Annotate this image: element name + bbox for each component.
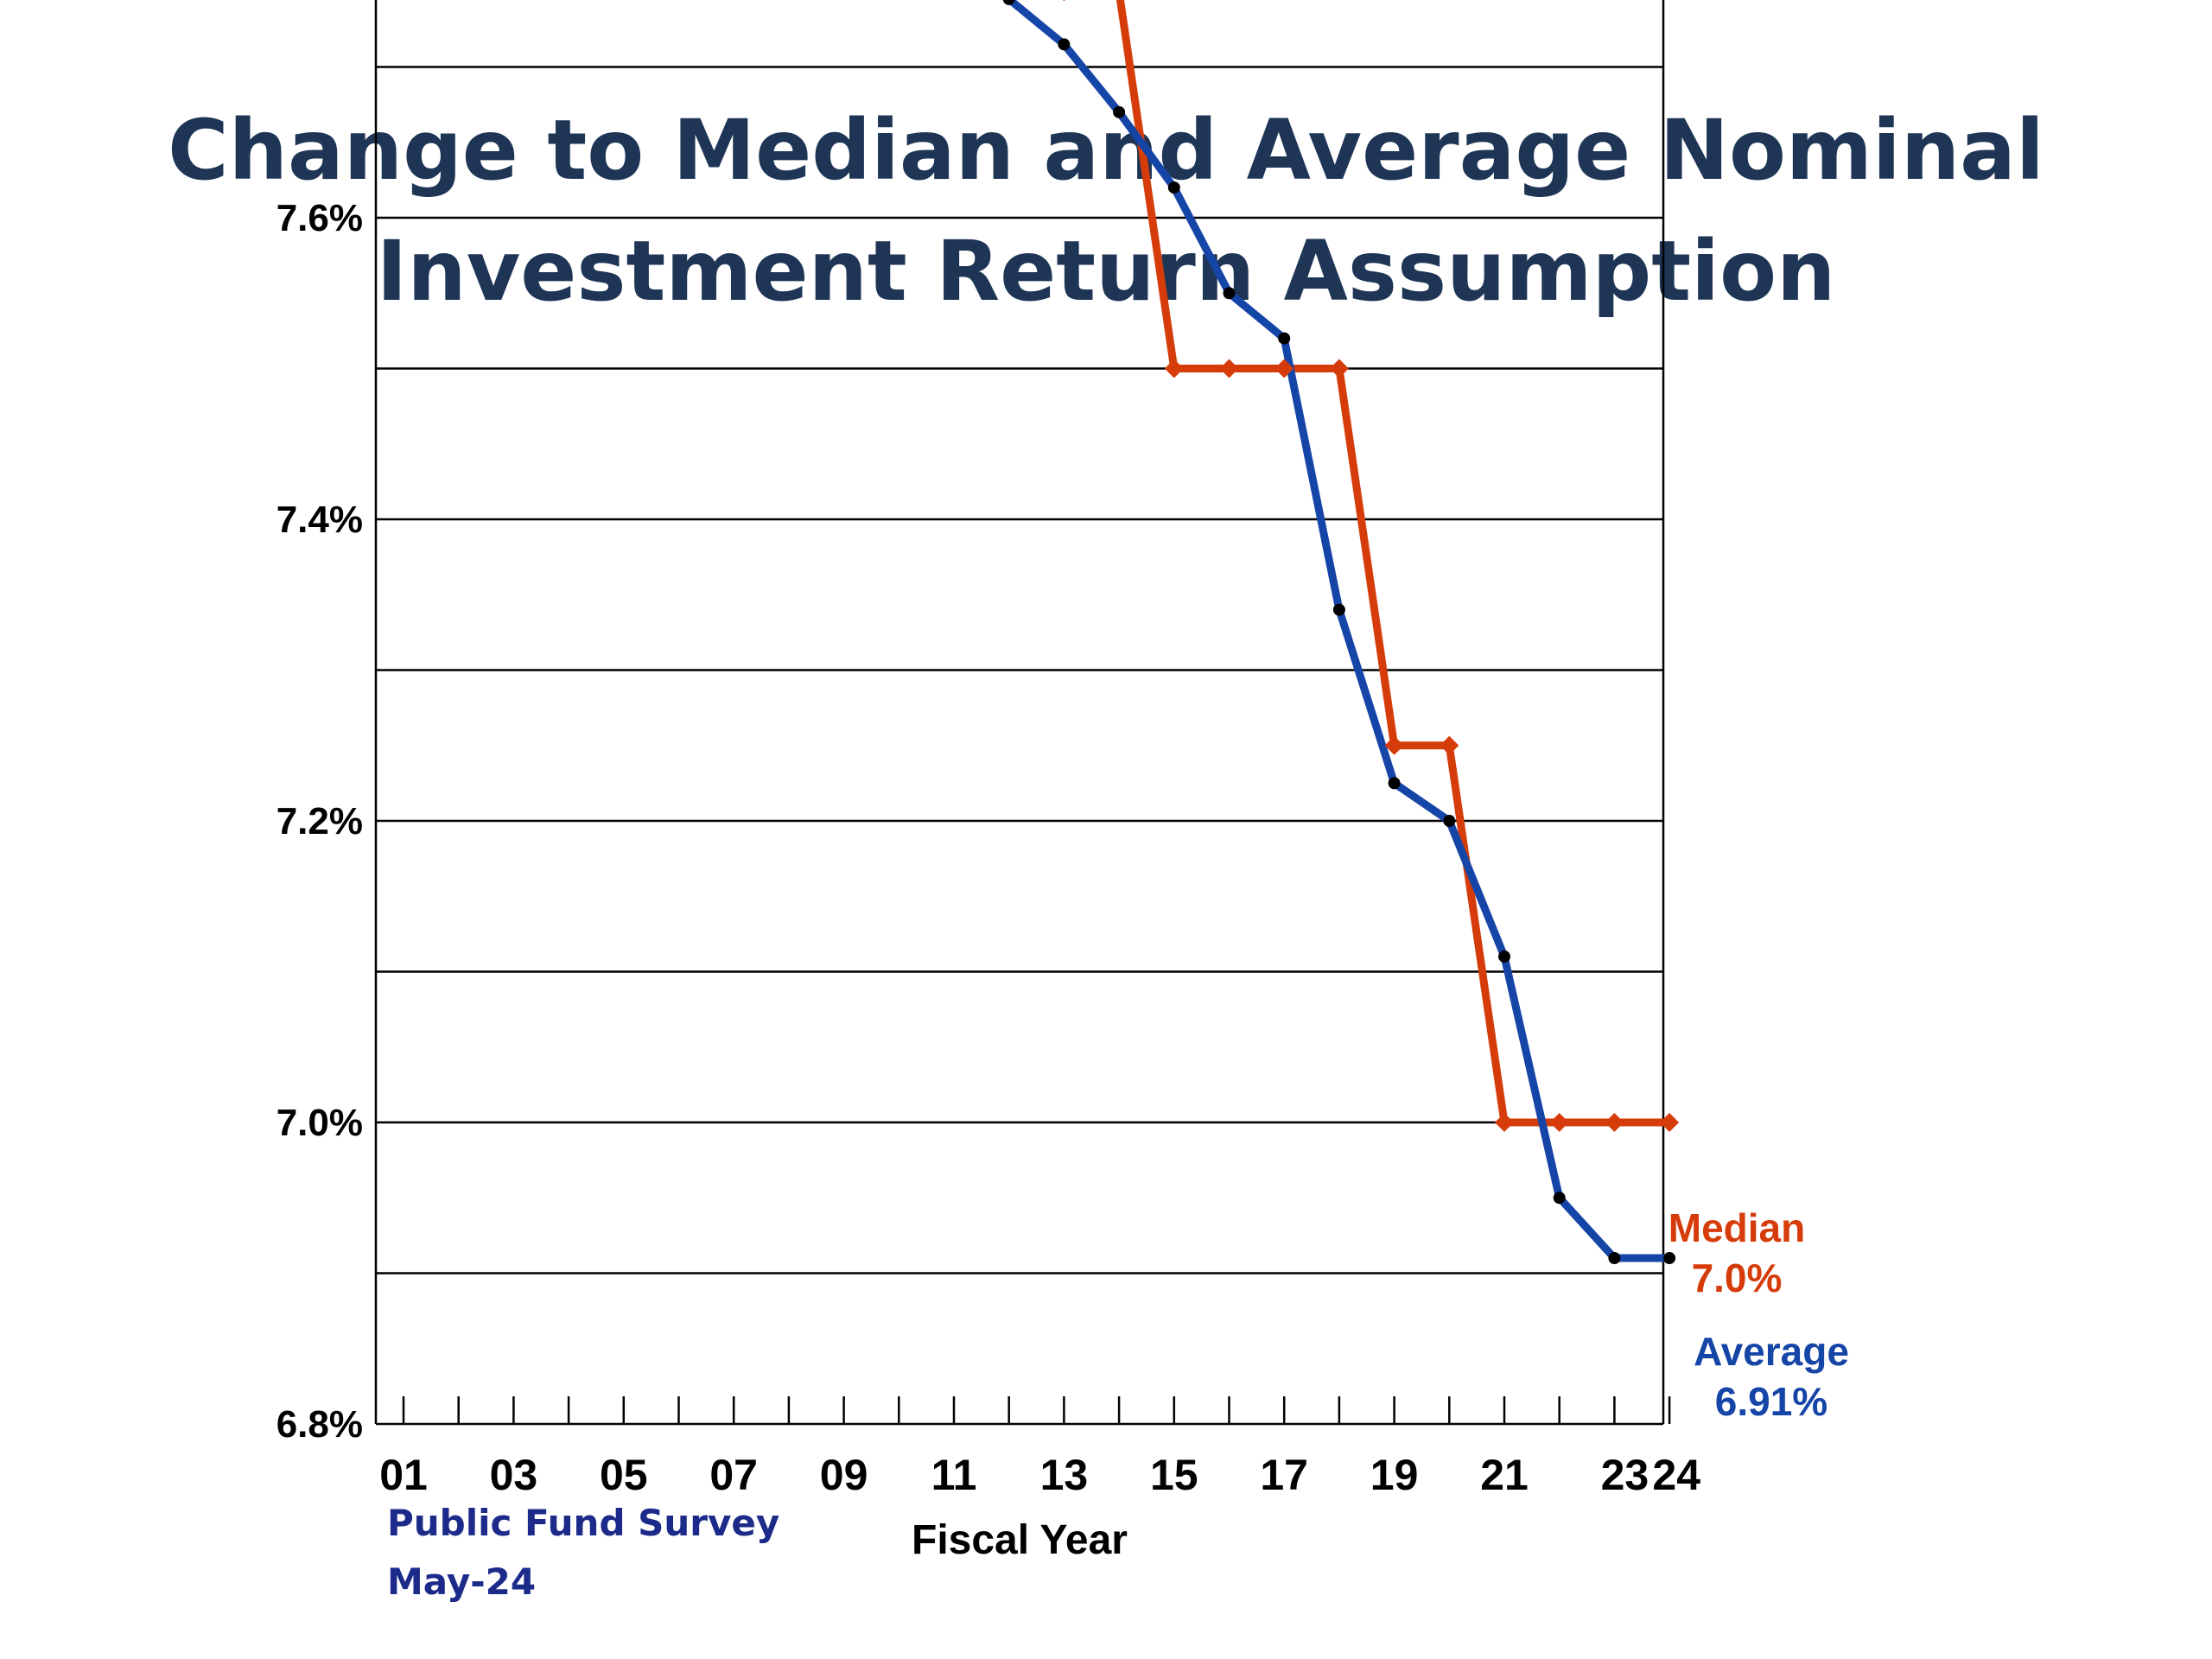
median-point	[1495, 1113, 1514, 1132]
average-point	[1058, 38, 1071, 51]
x-tick-label: 03	[490, 1451, 538, 1499]
median-point	[1605, 1113, 1624, 1132]
average-point	[1553, 1192, 1566, 1205]
x-tick-label: 09	[820, 1451, 868, 1499]
x-tick-label: 15	[1150, 1451, 1198, 1499]
series-line-median	[1116, 0, 1674, 1127]
source-date: May-24	[387, 1560, 537, 1603]
x-tick-label: 11	[931, 1451, 977, 1499]
median-point	[1164, 359, 1184, 378]
x-tick-label: 21	[1480, 1451, 1529, 1499]
median-point	[1440, 735, 1459, 755]
median-point	[1063, 0, 1065, 2]
x-tick-label: 05	[600, 1451, 648, 1499]
label-layer: 8.0%7.8%7.6%7.4%7.2%7.0%6.8%010305070911…	[276, 197, 1849, 1563]
chart-title-line-2: Investment Return Assumption	[376, 223, 1836, 320]
x-tick-label: 24	[1652, 1451, 1700, 1499]
source-label: Public Fund Survey	[387, 1502, 780, 1544]
average-point	[1443, 815, 1456, 827]
x-tick-label: 07	[709, 1451, 758, 1499]
average-point	[1498, 950, 1510, 963]
series-layer	[1002, 0, 1680, 1265]
average-point	[1608, 1252, 1621, 1265]
median-point	[1384, 735, 1404, 755]
median-point	[1549, 1113, 1569, 1132]
series-line-average	[1005, 0, 1674, 1262]
median-point	[1329, 359, 1349, 378]
median-end-value: 7.0%	[1692, 1255, 1783, 1300]
average-point	[1278, 332, 1291, 345]
average-point	[1663, 1252, 1676, 1265]
average-point	[1167, 181, 1180, 194]
median-point	[1274, 359, 1294, 378]
average-point	[1223, 287, 1236, 300]
median-series-label: Median	[1669, 1205, 1805, 1250]
grid-layer	[376, 66, 1663, 1274]
chart-title-line-1: Change to Median and Average Nominal	[168, 102, 2044, 199]
x-tick-label: 01	[379, 1451, 428, 1499]
average-end-value: 6.91%	[1715, 1379, 1827, 1424]
average-point	[1388, 777, 1401, 790]
average-point	[1332, 603, 1345, 616]
y-tick-label: 7.2%	[276, 800, 363, 842]
y-tick-label: 7.6%	[276, 197, 363, 239]
x-tick-label: 17	[1260, 1451, 1308, 1499]
x-tick-label: 13	[1040, 1451, 1089, 1499]
y-tick-label: 7.4%	[276, 499, 363, 541]
x-tick-label: 23	[1601, 1451, 1649, 1499]
median-point	[1117, 0, 1121, 2]
average-series-label: Average	[1694, 1329, 1849, 1374]
x-tick-label: 19	[1370, 1451, 1419, 1499]
median-point	[1219, 359, 1239, 378]
y-tick-label: 7.0%	[276, 1102, 363, 1144]
x-axis-title: Fiscal Year	[912, 1517, 1128, 1563]
median-point	[1660, 1113, 1680, 1132]
average-point	[1113, 105, 1126, 118]
y-tick-label: 6.8%	[276, 1403, 363, 1446]
average-point	[1002, 0, 1015, 5]
axis-layer	[374, 0, 1671, 1426]
